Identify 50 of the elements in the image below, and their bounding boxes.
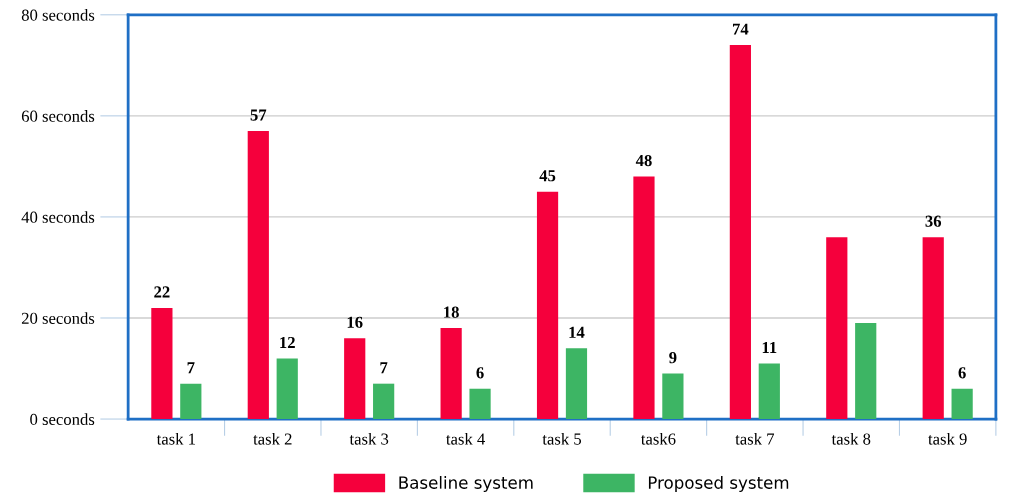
- x-tick-label: task 5: [542, 432, 582, 445]
- data-label: 14: [569, 326, 585, 338]
- data-label: 7: [187, 362, 195, 374]
- data-label: 22: [154, 286, 170, 298]
- bar: [951, 388, 973, 420]
- bar: [373, 383, 395, 420]
- bar: [469, 388, 491, 420]
- data-label: 18: [444, 306, 459, 318]
- bar: [536, 191, 559, 420]
- data-label: 7: [380, 362, 388, 374]
- bar: [633, 176, 655, 420]
- bar: [729, 45, 751, 420]
- bar: [151, 307, 173, 420]
- bar: [276, 358, 298, 420]
- y-tick-label: 0 seconds: [30, 413, 95, 425]
- data-label: 36: [925, 215, 942, 227]
- y-tick-label: 80 seconds: [21, 9, 95, 21]
- x-tick-label: task 8: [831, 432, 871, 445]
- x-tick-label: task 1: [156, 432, 196, 445]
- y-tick-label: 20 seconds: [21, 312, 95, 324]
- y-tick-label: 60 seconds: [21, 110, 95, 122]
- data-label: 6: [476, 367, 484, 379]
- data-label: 57: [250, 109, 267, 121]
- x-tick-label: task 9: [928, 432, 967, 445]
- bar: [922, 237, 944, 420]
- y-tick-label: 40 seconds: [21, 211, 95, 223]
- x-tick-label: task 3: [349, 432, 389, 445]
- data-label: 12: [280, 336, 295, 348]
- data-label: 6: [958, 367, 966, 379]
- legend-label: Proposed system: [648, 475, 789, 493]
- data-label: 48: [635, 154, 652, 167]
- x-tick-label: task6: [641, 432, 676, 445]
- bar: [826, 237, 848, 420]
- legend-label: Baseline system: [399, 475, 533, 493]
- bar: [662, 373, 684, 420]
- data-label: 11: [762, 341, 777, 353]
- bar: [180, 383, 202, 420]
- x-tick-label: task 2: [253, 432, 292, 445]
- bar: [247, 131, 269, 420]
- data-label: 74: [733, 23, 749, 35]
- bar: [565, 348, 588, 420]
- bar: [440, 328, 462, 420]
- data-label: 9: [669, 352, 677, 364]
- bar: [344, 338, 366, 420]
- x-tick-label: task 7: [735, 432, 775, 445]
- bar: [758, 363, 780, 420]
- bar: [855, 323, 877, 420]
- data-label: 45: [539, 170, 556, 182]
- x-tick-label: task 4: [446, 432, 486, 445]
- data-label: 16: [347, 316, 363, 328]
